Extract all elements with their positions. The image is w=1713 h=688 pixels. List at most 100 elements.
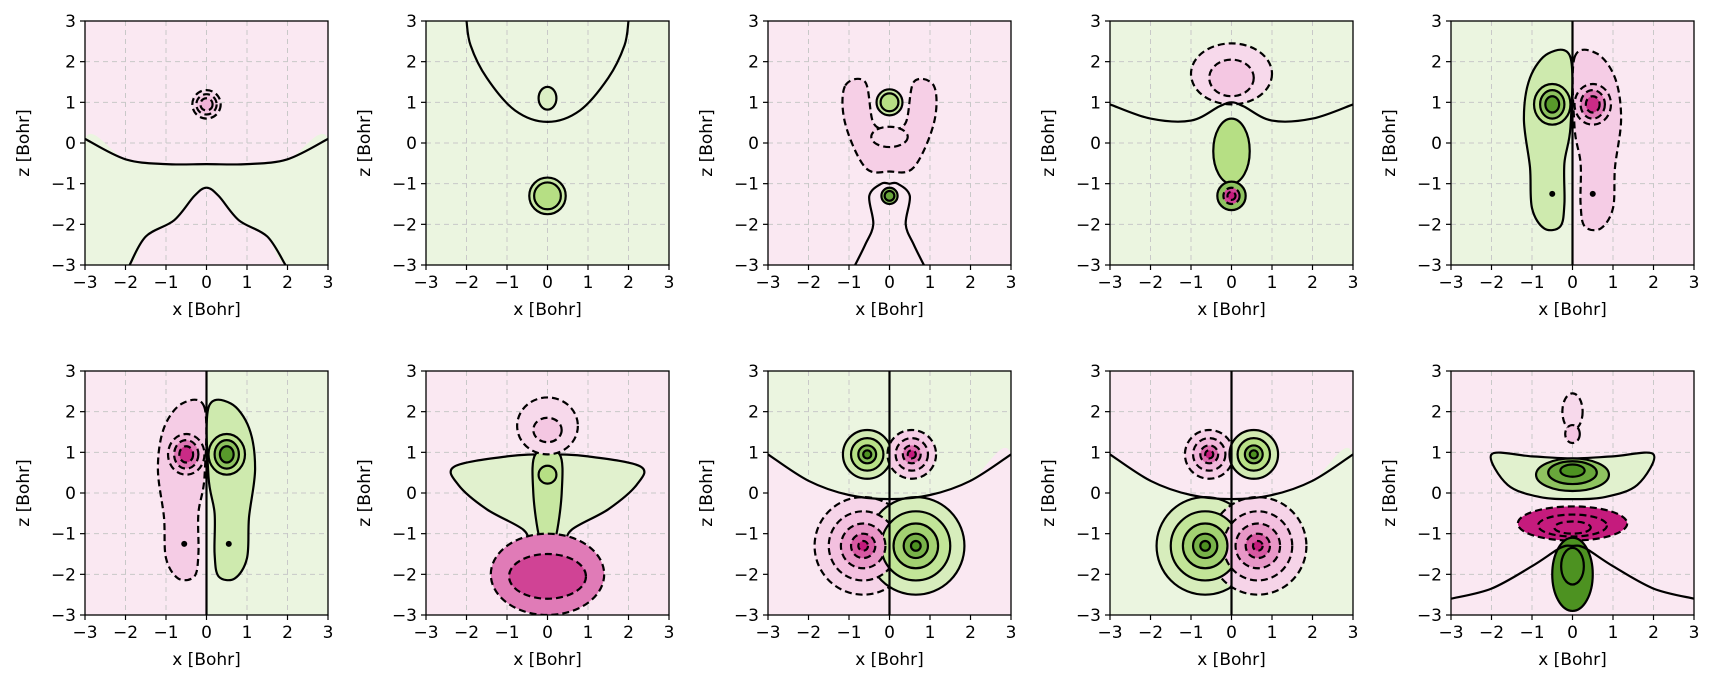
y-tick-label: 3 <box>1431 12 1442 32</box>
x-axis-label: x [Bohr] <box>855 300 924 320</box>
x-tick-label: 3 <box>664 623 675 643</box>
x-tick-label: −2 <box>1479 623 1504 643</box>
y-tick-label: 0 <box>1090 134 1101 154</box>
x-tick-label: −1 <box>1519 273 1544 293</box>
y-tick-label: −1 <box>51 525 76 545</box>
y-tick-label: 1 <box>748 93 759 113</box>
x-tick-label: −2 <box>454 273 479 293</box>
outer-lobe-right <box>1571 48 1623 232</box>
x-tick-label: −2 <box>796 273 821 293</box>
node-dot <box>1549 190 1556 197</box>
x-tick-label: −2 <box>796 623 821 643</box>
x-tick-label: −2 <box>1138 273 1163 293</box>
plot-area <box>85 21 328 265</box>
y-tick-label: −2 <box>1417 565 1442 585</box>
x-tick-label: 2 <box>1648 623 1659 643</box>
y-tick-label: 2 <box>1431 53 1442 73</box>
node-dot <box>225 540 232 547</box>
y-tick-label: 3 <box>748 12 759 32</box>
x-tick-label: 0 <box>542 273 553 293</box>
y-tick-label: 0 <box>65 134 76 154</box>
y-tick-label: −2 <box>51 215 76 235</box>
x-axis-label: x [Bohr] <box>1538 300 1607 320</box>
y-tick-label: −3 <box>51 606 76 626</box>
y-tick-label: 3 <box>1090 12 1101 32</box>
contour-level <box>537 85 558 111</box>
plot-area <box>1451 21 1694 265</box>
x-tick-label: −3 <box>72 273 97 293</box>
y-tick-label: −1 <box>392 525 417 545</box>
y-tick-label: 2 <box>748 53 759 73</box>
x-tick-label: −3 <box>1438 623 1463 643</box>
x-axis-label: x [Bohr] <box>172 650 241 670</box>
contour-bottom-right <box>1251 539 1264 552</box>
contour-level <box>537 464 558 485</box>
y-tick-label: 2 <box>65 403 76 423</box>
x-tick-label: 2 <box>965 623 976 643</box>
y-tick-label: 3 <box>748 362 759 382</box>
subplot-8: −3 −2 −1 0 1 2 3 −3 −2 −1 0 1 2 3 x [Bohr] z [Bohr] <box>697 362 1016 670</box>
x-tick-label: 3 <box>323 623 334 643</box>
plot-area <box>85 371 328 615</box>
y-axis-label: z [Bohr] <box>1039 459 1059 526</box>
y-axis-label: z [Bohr] <box>14 459 34 526</box>
x-tick-label: 0 <box>1226 273 1237 293</box>
y-axis-label: z [Bohr] <box>1039 109 1059 176</box>
node-dot <box>1589 190 1596 197</box>
contour-level <box>1553 520 1592 535</box>
x-axis-label: x [Bohr] <box>172 300 241 320</box>
y-tick-label: −1 <box>734 175 759 195</box>
y-tick-label: −3 <box>1076 606 1101 626</box>
x-tick-label: −2 <box>1138 623 1163 643</box>
y-tick-label: −1 <box>51 175 76 195</box>
x-tick-label: −3 <box>413 273 438 293</box>
contour-level <box>507 552 588 600</box>
y-tick-label: 3 <box>65 362 76 382</box>
subplot-3: −3 −2 −1 0 1 2 3 −3 −2 −1 0 1 2 3 x [Bohr] z [Bohr] <box>697 12 1016 320</box>
x-tick-label: −1 <box>494 273 519 293</box>
y-tick-label: 2 <box>406 403 417 423</box>
subplot-4: −3 −2 −1 0 1 2 3 −3 −2 −1 0 1 2 3 x [Bohr] z [Bohr] <box>1039 12 1358 320</box>
nodal-curve <box>85 137 328 166</box>
x-tick-label: −3 <box>1438 273 1463 293</box>
x-tick-label: 3 <box>1348 623 1359 643</box>
x-tick-label: 1 <box>583 623 594 643</box>
y-tick-label: 1 <box>406 93 417 113</box>
x-tick-label: −2 <box>1479 273 1504 293</box>
subplot-1: −3 −2 −1 0 1 2 3 −3 −2 −1 0 1 2 3 x [Bohr] z [Bohr] <box>14 12 333 320</box>
contour-level <box>883 189 896 202</box>
y-tick-label: −2 <box>392 565 417 585</box>
y-tick-label: 2 <box>748 403 759 423</box>
outer-lobe-left <box>156 398 208 582</box>
y-tick-label: 0 <box>406 484 417 504</box>
y-tick-label: 2 <box>1431 403 1442 423</box>
y-axis-label: z [Bohr] <box>14 109 34 176</box>
x-tick-label: 2 <box>623 623 634 643</box>
x-tick-label: −1 <box>1178 623 1203 643</box>
y-tick-label: −2 <box>734 565 759 585</box>
x-tick-label: 1 <box>1267 273 1278 293</box>
y-tick-label: 0 <box>406 134 417 154</box>
outer-lobe-right <box>205 398 257 582</box>
y-axis-label: z [Bohr] <box>1380 459 1400 526</box>
plot-area <box>426 21 669 265</box>
x-tick-label: −1 <box>836 273 861 293</box>
plot-area <box>768 21 1011 265</box>
x-tick-label: 0 <box>884 273 895 293</box>
x-tick-label: −1 <box>153 623 178 643</box>
y-tick-label: 0 <box>1090 484 1101 504</box>
y-tick-label: 2 <box>65 53 76 73</box>
x-tick-label: 1 <box>925 623 936 643</box>
nodal-curve <box>854 181 925 265</box>
x-axis-label: x [Bohr] <box>513 300 582 320</box>
contour-level <box>1564 423 1581 445</box>
node-dot <box>181 540 188 547</box>
y-tick-label: −3 <box>1417 256 1442 276</box>
y-tick-label: 1 <box>65 443 76 463</box>
x-tick-label: 2 <box>1307 273 1318 293</box>
shaded-region <box>85 133 328 265</box>
x-tick-label: −1 <box>1178 273 1203 293</box>
contour-top-left <box>862 449 873 460</box>
contour-level <box>1208 58 1255 98</box>
